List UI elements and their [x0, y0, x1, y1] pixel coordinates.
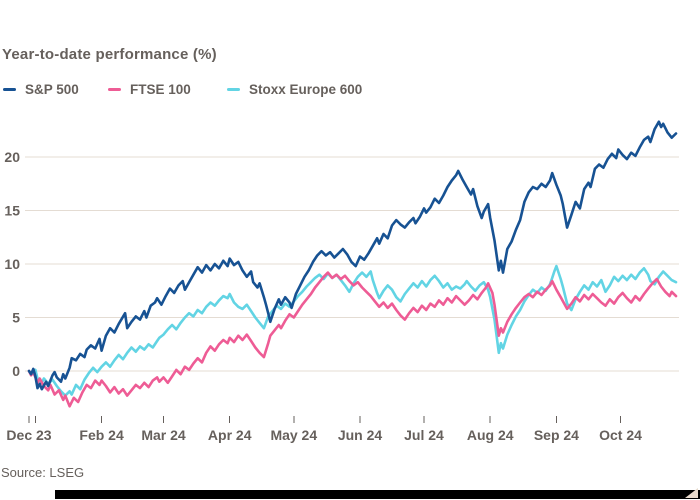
x-tick-label-sep-24: Sep 24 — [534, 427, 579, 443]
legend-item-s-p-500: S&P 500 — [3, 82, 79, 97]
chart-plot: 0 5 10 15 20 Dec 23 Feb 24 Mar 24 Apr 24 May 24 Ju… — [4, 120, 679, 443]
corner-triangle-icon — [685, 488, 698, 498]
series-ftse-100-line — [27, 271, 678, 408]
x-tick-label-dec-23: Dec 23 — [6, 427, 51, 443]
stoxx-europe-600-swatch-icon — [227, 88, 240, 91]
legend-label: Stoxx Europe 600 — [249, 82, 363, 97]
x-tick-label-aug-24: Aug 24 — [467, 427, 514, 443]
bottom-bar — [55, 490, 700, 499]
source-label: Source: LSEG — [1, 465, 85, 480]
series-stoxx-europe-600-line — [27, 264, 678, 397]
legend-label: FTSE 100 — [130, 82, 191, 97]
x-tick-label-may-24: May 24 — [270, 427, 317, 443]
y-tick-label-5: 5 — [12, 310, 20, 326]
legend-label: S&P 500 — [25, 82, 79, 97]
x-tick-label-mar-24: Mar 24 — [141, 427, 186, 443]
x-tick-label-apr-24: Apr 24 — [208, 427, 252, 443]
y-tick-label-10: 10 — [4, 256, 20, 272]
y-tick-label-0: 0 — [12, 363, 20, 379]
ftse-100-swatch-icon — [108, 88, 121, 91]
x-tick-label-feb-24: Feb 24 — [79, 427, 124, 443]
legend-item-stoxx-europe-600: Stoxx Europe 600 — [227, 82, 362, 97]
y-tick-label-20: 20 — [4, 149, 20, 165]
chart-title: Year-to-date performance (%) — [2, 46, 217, 63]
s-p-500-swatch-icon — [3, 88, 16, 91]
x-tick-label-oct-24: Oct 24 — [599, 427, 642, 443]
legend-item-ftse-100: FTSE 100 — [108, 82, 191, 97]
series-s-p-500-line — [27, 120, 678, 391]
x-tick-label-jun-24: Jun 24 — [338, 427, 383, 443]
x-tick-label-jul-24: Jul 24 — [404, 427, 444, 443]
y-tick-label-15: 15 — [4, 203, 20, 219]
